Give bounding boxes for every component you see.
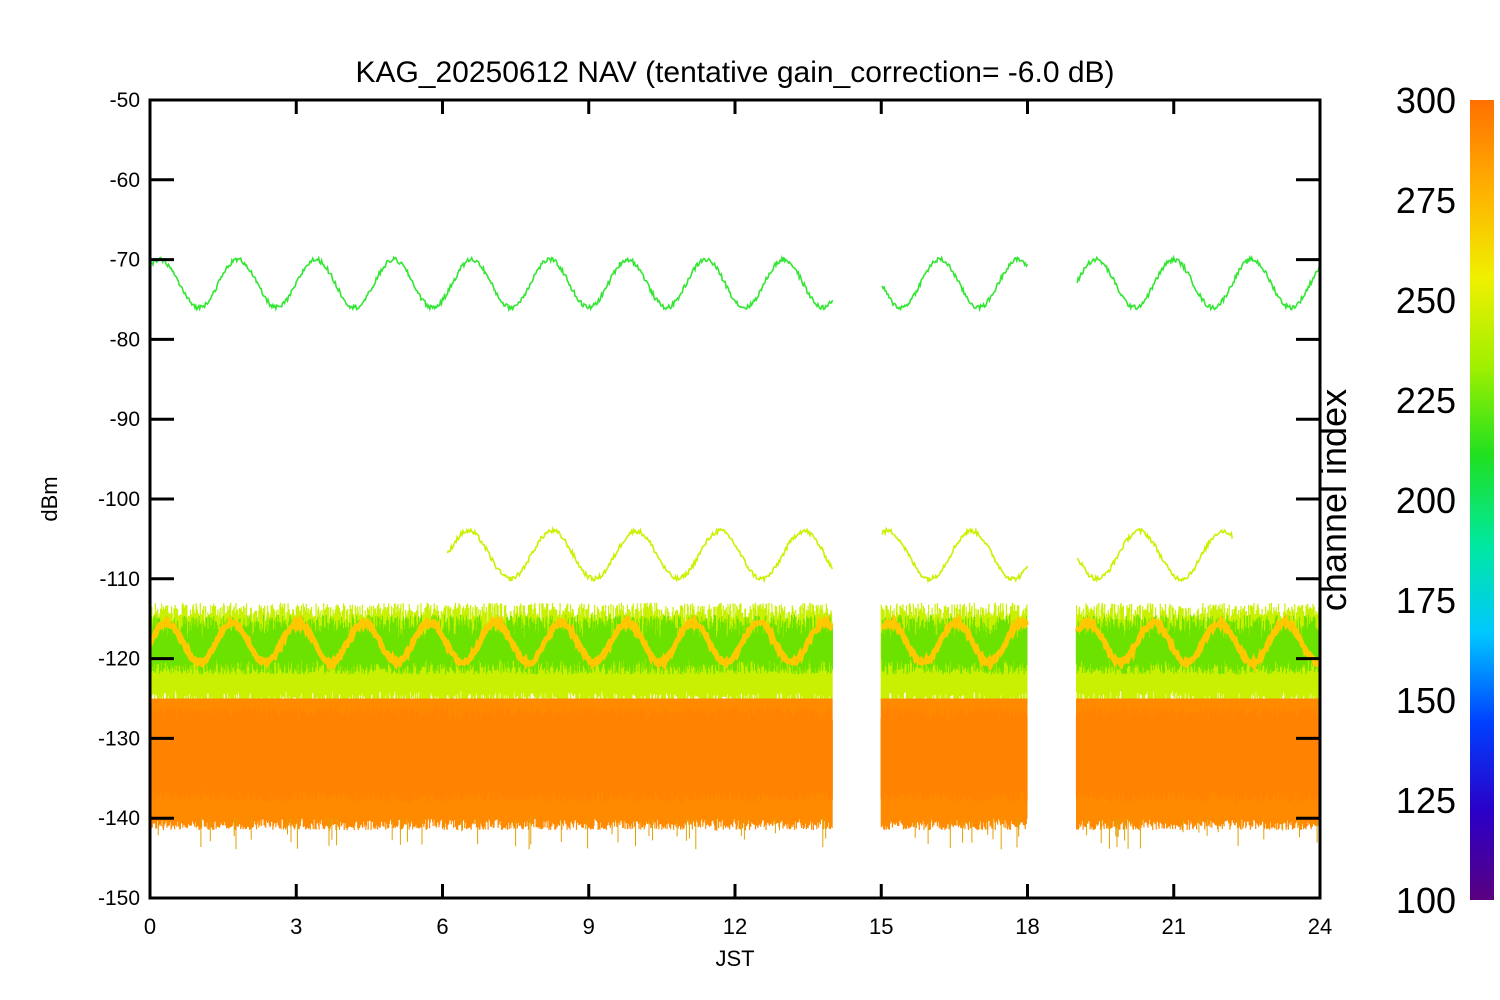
- x-axis-label: JST: [715, 946, 754, 971]
- colorbar-tick-label: 125: [1396, 780, 1456, 821]
- noise-band-spikes: [157, 818, 1318, 850]
- colorbar-ticks: 300 275 250 225 200 175 150 125 100: [1396, 80, 1456, 921]
- y-tick-label: -120: [98, 648, 140, 671]
- y-tick-label: -50: [110, 89, 140, 112]
- series-line: [150, 612, 1320, 673]
- chart-title: KAG_20250612 NAV (tentative gain_correct…: [355, 56, 1114, 89]
- x-tick-label: 24: [1308, 914, 1332, 939]
- y-tick-label: -90: [110, 408, 140, 431]
- y-axis-label: dBm: [37, 476, 62, 521]
- series-channel-262: [446, 525, 1233, 584]
- x-tick-label: 6: [436, 914, 448, 939]
- x-tick-label: 9: [583, 914, 595, 939]
- y-tick-label: -70: [110, 249, 140, 272]
- y-ticks: -50 -60 -70 -80 -90 -100 -110 -120 -130 -140 -150: [98, 89, 1320, 910]
- y-tick-label: -130: [98, 727, 140, 750]
- x-tick-label: 18: [1015, 914, 1039, 939]
- colorbar-tick-label: 175: [1396, 580, 1456, 621]
- colorbar-gradient: [1470, 100, 1494, 900]
- series-line: [446, 525, 1233, 584]
- y-tick-label: -60: [110, 169, 140, 192]
- y-tick-label: -150: [98, 887, 140, 910]
- series-channel-240: [150, 254, 1320, 313]
- colorbar-tick-label: 300: [1396, 80, 1456, 121]
- colorbar-tick-label: 225: [1396, 380, 1456, 421]
- colorbar-tick-label: 100: [1396, 880, 1456, 921]
- series-line: [150, 254, 1320, 313]
- y-tick-label: -80: [110, 328, 140, 351]
- colorbar-label: channel index: [1313, 389, 1354, 611]
- x-tick-label: 15: [869, 914, 893, 939]
- colorbar-tick-label: 150: [1396, 680, 1456, 721]
- colorbar-tick-label: 250: [1396, 280, 1456, 321]
- series-channel-282: [150, 612, 1320, 673]
- x-ticks: 0 3 6 9 12 15 18 21 24: [144, 100, 1332, 939]
- x-tick-label: 21: [1162, 914, 1186, 939]
- noise-band-dense: [150, 706, 1320, 803]
- y-tick-label: -110: [100, 568, 140, 591]
- x-tick-label: 12: [723, 914, 747, 939]
- x-tick-label: 3: [290, 914, 302, 939]
- y-tick-label: -140: [98, 807, 140, 830]
- colorbar: [1470, 100, 1494, 900]
- colorbar-tick-label: 200: [1396, 480, 1456, 521]
- data-layer: [150, 254, 1320, 850]
- y-tick-label: -100: [98, 488, 140, 511]
- x-tick-label: 0: [144, 914, 156, 939]
- colorbar-tick-label: 275: [1396, 180, 1456, 221]
